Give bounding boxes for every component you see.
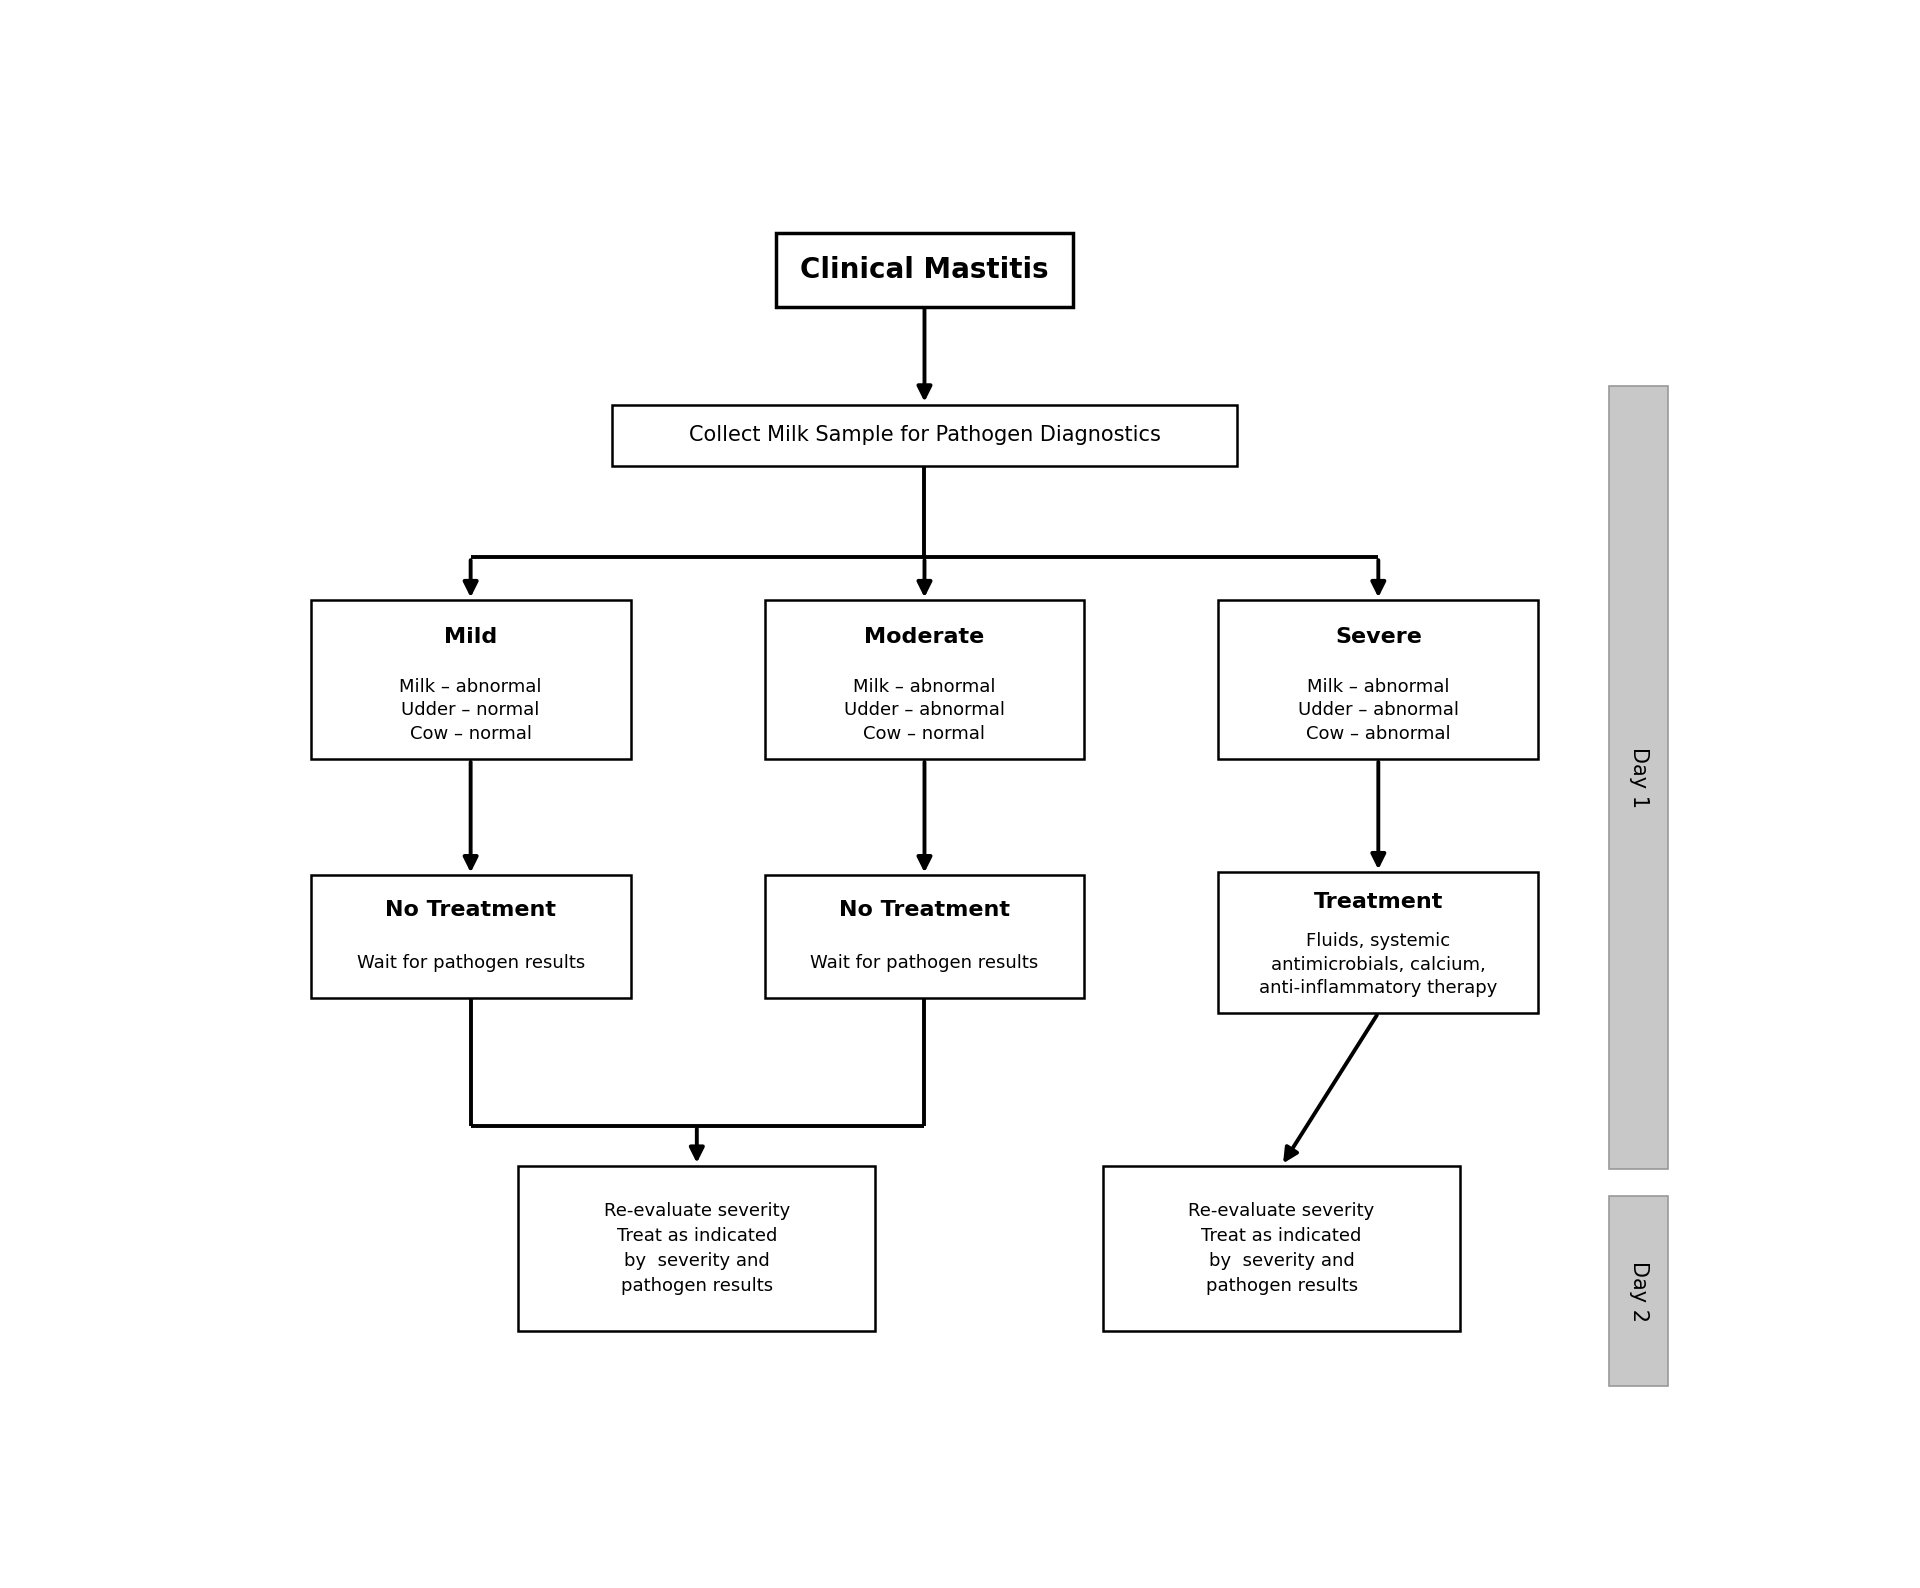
Text: Milk – abnormal
Udder – normal
Cow – normal: Milk – abnormal Udder – normal Cow – nor… xyxy=(399,678,541,743)
Text: Fluids, systemic
antimicrobials, calcium,
anti-inflammatory therapy: Fluids, systemic antimicrobials, calcium… xyxy=(1260,932,1498,997)
FancyBboxPatch shape xyxy=(764,600,1085,759)
Text: Day 2: Day 2 xyxy=(1628,1261,1649,1321)
FancyBboxPatch shape xyxy=(311,600,630,759)
FancyBboxPatch shape xyxy=(1102,1166,1459,1331)
Text: Day 1: Day 1 xyxy=(1628,746,1649,808)
Text: Wait for pathogen results: Wait for pathogen results xyxy=(357,954,586,972)
FancyBboxPatch shape xyxy=(311,875,630,997)
Text: Severe: Severe xyxy=(1334,627,1421,646)
FancyBboxPatch shape xyxy=(764,875,1085,997)
FancyBboxPatch shape xyxy=(518,1166,876,1331)
Text: Moderate: Moderate xyxy=(864,627,985,646)
FancyBboxPatch shape xyxy=(1219,872,1538,1013)
Text: Treatment: Treatment xyxy=(1313,892,1444,912)
Text: No Treatment: No Treatment xyxy=(839,899,1010,919)
FancyBboxPatch shape xyxy=(1219,600,1538,759)
Text: Milk – abnormal
Udder – abnormal
Cow – normal: Milk – abnormal Udder – abnormal Cow – n… xyxy=(845,678,1004,743)
FancyBboxPatch shape xyxy=(1609,1196,1668,1386)
Text: Collect Milk Sample for Pathogen Diagnostics: Collect Milk Sample for Pathogen Diagnos… xyxy=(689,426,1160,445)
Text: Wait for pathogen results: Wait for pathogen results xyxy=(810,954,1039,972)
Text: Mild: Mild xyxy=(444,627,497,646)
Text: Re-evaluate severity
Treat as indicated
by  severity and
pathogen results: Re-evaluate severity Treat as indicated … xyxy=(603,1202,789,1294)
FancyBboxPatch shape xyxy=(612,405,1236,465)
Text: Milk – abnormal
Udder – abnormal
Cow – abnormal: Milk – abnormal Udder – abnormal Cow – a… xyxy=(1298,678,1459,743)
FancyBboxPatch shape xyxy=(1609,386,1668,1169)
Text: Re-evaluate severity
Treat as indicated
by  severity and
pathogen results: Re-evaluate severity Treat as indicated … xyxy=(1188,1202,1375,1294)
FancyBboxPatch shape xyxy=(776,233,1073,306)
Text: No Treatment: No Treatment xyxy=(386,899,557,919)
Text: Clinical Mastitis: Clinical Mastitis xyxy=(801,256,1048,284)
